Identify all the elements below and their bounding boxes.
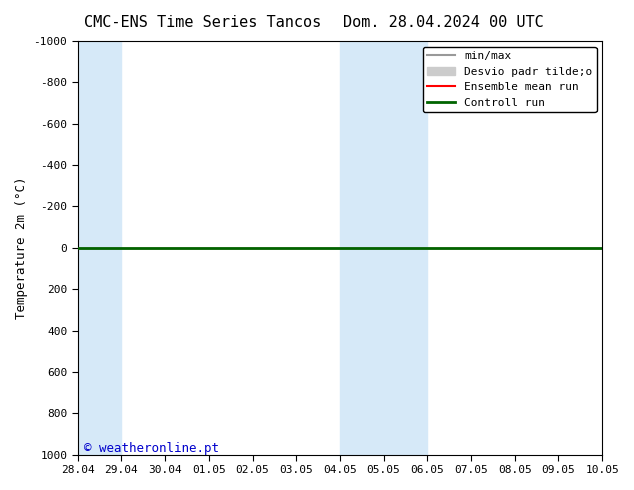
- Bar: [384, 41, 427, 455]
- Bar: [340, 41, 384, 455]
- Bar: [78, 41, 122, 455]
- Text: CMC-ENS Time Series Tancos: CMC-ENS Time Series Tancos: [84, 15, 321, 30]
- Legend: min/max, Desvio padr tilde;o, Ensemble mean run, Controll run: min/max, Desvio padr tilde;o, Ensemble m…: [423, 47, 597, 112]
- Text: © weatheronline.pt: © weatheronline.pt: [84, 441, 219, 455]
- Text: Dom. 28.04.2024 00 UTC: Dom. 28.04.2024 00 UTC: [344, 15, 544, 30]
- Y-axis label: Temperature 2m (°C): Temperature 2m (°C): [15, 176, 28, 319]
